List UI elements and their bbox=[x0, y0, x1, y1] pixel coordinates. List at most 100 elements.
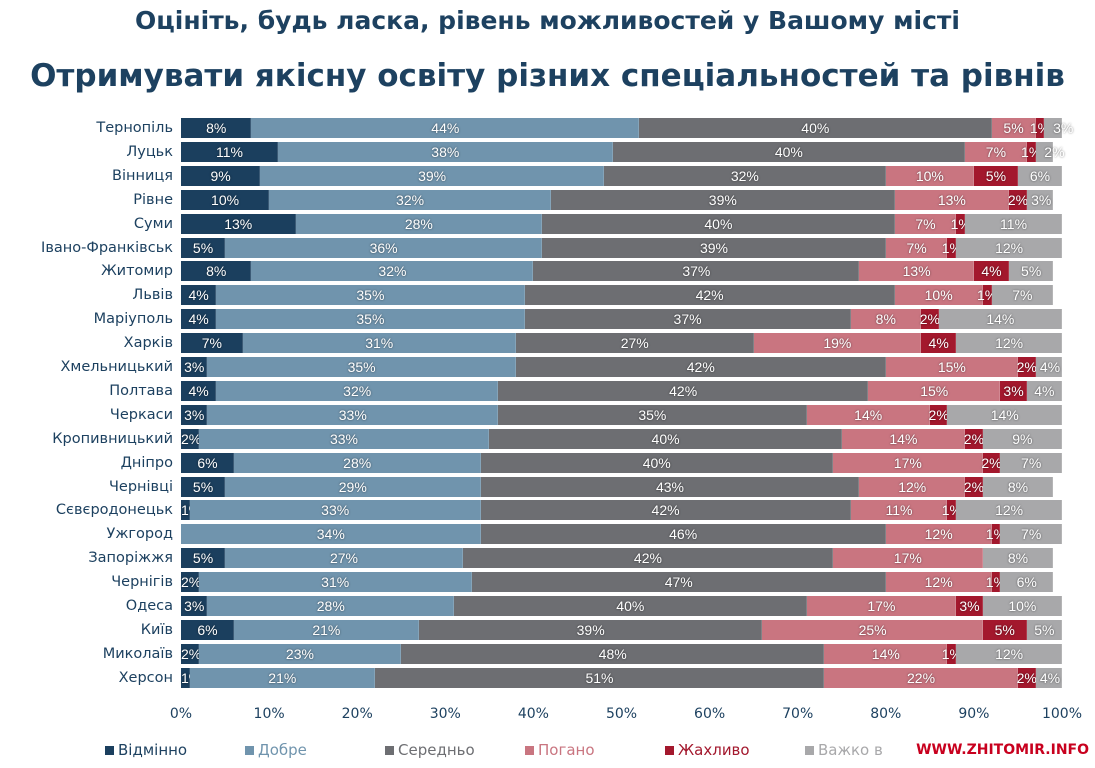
data-label: 51% bbox=[585, 669, 614, 686]
bar-segment bbox=[982, 285, 992, 306]
bar-segment bbox=[1044, 118, 1062, 138]
bar-segment bbox=[181, 380, 217, 401]
bar-segment bbox=[225, 237, 543, 258]
bar-segment bbox=[973, 261, 1010, 282]
bar-segment bbox=[181, 548, 226, 569]
chart-title: Оцініть, будь ласка, рівень можливостей … bbox=[135, 6, 960, 35]
bar-segment bbox=[850, 309, 922, 330]
data-label: 12% bbox=[924, 574, 953, 591]
bar-segment bbox=[295, 213, 543, 234]
bar-segment bbox=[894, 285, 983, 306]
data-label: 27% bbox=[620, 335, 649, 352]
bar-segment bbox=[524, 309, 851, 330]
bar-segment bbox=[1026, 380, 1062, 401]
bar-segment bbox=[251, 118, 640, 138]
data-label: 2% bbox=[1007, 191, 1029, 208]
legend-item: Середньо bbox=[385, 741, 525, 759]
category-label: Дніпро bbox=[120, 454, 173, 471]
bar-segment bbox=[841, 428, 966, 449]
bar-segment bbox=[603, 165, 886, 186]
x-tick-label: 40% bbox=[517, 706, 549, 722]
x-tick-label: 60% bbox=[694, 706, 726, 722]
data-label: 38% bbox=[431, 143, 460, 160]
category-label: Львів bbox=[132, 287, 173, 304]
data-label: 2% bbox=[1016, 669, 1037, 686]
bar-segment bbox=[956, 596, 983, 616]
data-label: 2% bbox=[181, 430, 202, 447]
bar-segment bbox=[418, 619, 763, 640]
category-label: Тернопіль bbox=[96, 120, 173, 136]
bar-segment bbox=[216, 285, 525, 306]
bar-segment bbox=[233, 452, 481, 473]
bar-segment bbox=[885, 572, 992, 593]
bar-segment bbox=[207, 404, 499, 425]
legend-swatch bbox=[805, 745, 814, 755]
category-label: Хмельницький bbox=[60, 359, 173, 375]
bar-segment bbox=[824, 643, 948, 664]
data-label: 5% bbox=[192, 239, 214, 256]
data-label: 2% bbox=[1044, 143, 1065, 160]
data-label: 8% bbox=[1007, 478, 1029, 495]
data-label: 4% bbox=[1039, 669, 1061, 686]
bar-segment bbox=[832, 548, 983, 569]
bar-segment bbox=[850, 500, 948, 521]
bar-segment bbox=[181, 309, 217, 330]
bar-segment bbox=[181, 165, 261, 186]
data-label: 42% bbox=[651, 502, 680, 519]
legend: Відмінно Добре Середньо Погано Жахливо Важко … bbox=[105, 741, 945, 759]
data-label: 33% bbox=[321, 502, 350, 519]
category-label: Житомир bbox=[101, 263, 173, 280]
category-label: Івано-Франківськ bbox=[41, 239, 173, 256]
data-label: 40% bbox=[704, 215, 733, 232]
bar-segment bbox=[868, 380, 1001, 401]
legend-item: Жахливо bbox=[665, 741, 805, 759]
bar-segment bbox=[921, 333, 957, 354]
bar-segment bbox=[207, 357, 516, 377]
bar-segment bbox=[189, 500, 481, 521]
data-label: 28% bbox=[316, 598, 345, 614]
data-label: 32% bbox=[730, 167, 759, 184]
bar-segment bbox=[181, 619, 234, 640]
data-label: 19% bbox=[823, 335, 852, 352]
legend-item: Відмінно bbox=[105, 741, 245, 759]
bar-segment bbox=[471, 572, 886, 593]
bar-segment bbox=[225, 476, 481, 497]
data-label: 32% bbox=[343, 382, 372, 399]
data-label: 3% bbox=[184, 359, 205, 375]
data-label: 2% bbox=[919, 311, 940, 328]
data-label: 42% bbox=[669, 382, 698, 399]
data-label: 12% bbox=[898, 478, 927, 495]
bar-segment bbox=[1035, 141, 1054, 162]
bar-segment bbox=[859, 476, 966, 497]
data-label: 7% bbox=[985, 143, 1007, 160]
legend-item: Важко в bbox=[805, 741, 945, 759]
bar-segment bbox=[982, 548, 1054, 569]
category-label: Ужгород bbox=[106, 526, 174, 543]
data-label: 40% bbox=[774, 143, 803, 160]
data-label: 40% bbox=[801, 120, 830, 136]
bar-segment bbox=[991, 524, 1001, 545]
data-label: 33% bbox=[329, 430, 358, 447]
bar-segment bbox=[753, 333, 922, 354]
data-label: 3% bbox=[959, 598, 980, 614]
data-label: 14% bbox=[871, 645, 900, 662]
bar-segment bbox=[982, 452, 1001, 473]
data-label: 10% bbox=[924, 287, 953, 304]
bar-segment bbox=[947, 237, 957, 258]
data-label: 2% bbox=[928, 406, 949, 423]
data-label: 13% bbox=[224, 215, 253, 232]
data-label: 35% bbox=[356, 311, 385, 328]
data-label: 7% bbox=[1021, 454, 1042, 471]
bar-segment bbox=[956, 213, 966, 234]
data-label: 43% bbox=[655, 478, 684, 495]
bar-segment bbox=[1035, 118, 1045, 138]
data-label: 13% bbox=[902, 263, 931, 280]
bar-segment bbox=[480, 500, 851, 521]
data-label: 8% bbox=[875, 311, 896, 328]
bar-segment bbox=[480, 476, 860, 497]
bar-segment bbox=[260, 165, 604, 186]
bar-segment bbox=[991, 118, 1036, 138]
bar-segment bbox=[489, 428, 842, 449]
data-label: 28% bbox=[343, 454, 372, 471]
data-label: 5% bbox=[192, 478, 214, 495]
